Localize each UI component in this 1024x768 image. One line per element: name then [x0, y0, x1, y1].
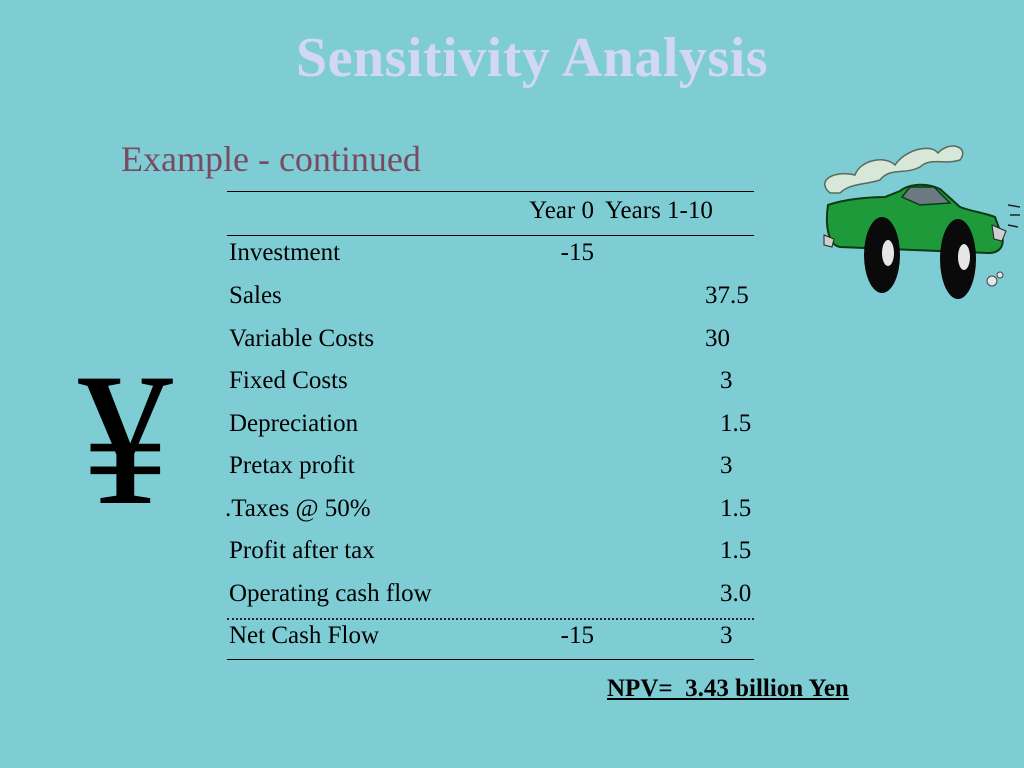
table-row: Investment -15 — [227, 239, 787, 275]
row-years: 1.5 — [720, 537, 752, 564]
table-top-rule — [227, 191, 754, 192]
table-row: Pretax profit 3 — [227, 452, 787, 488]
row-years: 3 — [720, 622, 733, 649]
yen-icon: ¥ — [78, 335, 173, 545]
table-row: .Taxes @ 50% 1.5 — [225, 495, 787, 531]
row-label: Operating cash flow — [229, 580, 432, 607]
row-years: 1.5 — [720, 495, 752, 522]
row-year0: -15 — [560, 622, 594, 649]
car-icon — [823, 145, 1020, 299]
row-years: 3 — [720, 452, 733, 479]
row-years: 3 — [720, 367, 733, 394]
table-header-rule — [227, 235, 754, 236]
row-label: Sales — [229, 282, 282, 309]
row-label: Pretax profit — [229, 452, 355, 479]
table-row: Net Cash Flow -15 3 — [227, 622, 787, 658]
table-row: Variable Costs 30 — [227, 325, 787, 361]
table-row: Fixed Costs 3 — [227, 367, 787, 403]
row-years: 1.5 — [720, 410, 752, 437]
table-header-row: Year 0 Years 1-10 — [227, 197, 787, 233]
row-label: Profit after tax — [229, 537, 375, 564]
row-label: Net Cash Flow — [229, 622, 379, 649]
table-row: Operating cash flow 3.0 — [227, 580, 787, 616]
table-row: Profit after tax 1.5 — [227, 537, 787, 573]
slide-title: Sensitivity Analysis — [295, 27, 769, 89]
npv-result: NPV= 3.43 billion Yen — [607, 675, 849, 702]
row-label: Depreciation — [229, 410, 359, 437]
slide-subtitle: Example - continued — [121, 139, 421, 179]
row-label: Fixed Costs — [229, 367, 348, 394]
row-year0: -15 — [560, 239, 594, 266]
table-bottom-rule — [227, 659, 754, 660]
header-year0: Year 0 — [529, 197, 594, 224]
row-label: .Taxes @ 50% — [225, 495, 371, 522]
row-years: 37.5 — [705, 282, 749, 309]
row-label: Variable Costs — [229, 325, 375, 352]
header-years1-10: Years 1-10 — [605, 197, 713, 224]
table-dotted-rule — [227, 618, 754, 620]
row-label: Investment — [229, 239, 341, 266]
table-row: Depreciation 1.5 — [227, 410, 787, 446]
row-years: 3.0 — [720, 580, 752, 607]
row-years: 30 — [705, 325, 730, 352]
table-row: Sales 37.5 — [227, 282, 787, 318]
